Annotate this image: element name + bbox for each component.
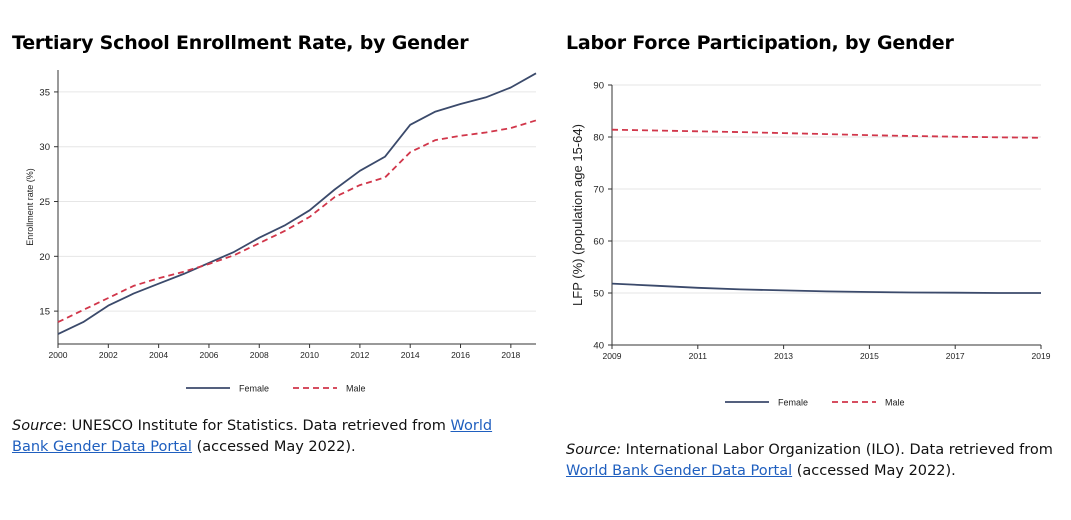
y-tick-label: 40 [593, 341, 604, 352]
y-tick-label: 30 [39, 142, 50, 153]
y-tick-label: 70 [593, 185, 604, 196]
x-tick-label: 2008 [250, 350, 269, 360]
x-tick-label: 2012 [350, 350, 369, 360]
source-text: : UNESCO Institute for Statistics. Data … [62, 418, 451, 434]
x-tick-label: 2009 [603, 351, 622, 361]
lfp-chart-panel: Labor Force Participation, by Gender 40 5… [555, 0, 1071, 520]
x-tick-label: 2002 [99, 350, 118, 360]
y-axis-label: LFP (%) (population age 15-64) [570, 124, 585, 306]
source-text: International Labor Organization (ILO). … [621, 442, 1053, 458]
source-text-end: (accessed May 2022). [191, 439, 356, 455]
legend-label: Female [239, 384, 269, 394]
source-text-end: (accessed May 2022). [792, 463, 956, 479]
legend-label: Male [885, 398, 905, 408]
x-tick-label: 2017 [946, 351, 965, 361]
x-tick-label: 2014 [401, 350, 420, 360]
enrollment-chart-panel: Tertiary School Enrollment Rate, by Gend… [12, 32, 537, 458]
source-link[interactable]: World Bank Gender Data Portal [566, 463, 793, 479]
x-tick-label: 2013 [774, 351, 793, 361]
y-tick-label: 90 [593, 81, 604, 92]
source-note: Source: UNESCO Institute for Statistics.… [12, 416, 532, 458]
enrollment-chart: 15 20 25 30 35 2000 2002 2004 2006 2008 2010 2012 20… [25, 70, 537, 394]
y-axis-label: Enrollment rate (%) [25, 168, 35, 246]
y-tick-label: 60 [593, 237, 604, 248]
legend-label: Male [346, 384, 366, 394]
series-line-female [57, 72, 537, 335]
source-link[interactable]: World Bank Gender Data Portal [12, 418, 493, 455]
chart-title: Labor Force Participation, by Gender [566, 32, 954, 54]
series-line-male [57, 119, 537, 323]
x-tick-label: 2004 [149, 350, 168, 360]
x-tick-label: 2018 [501, 350, 520, 360]
series-line-female [611, 282, 1041, 294]
y-tick-label: 50 [593, 289, 604, 300]
y-tick-label: 20 [39, 252, 50, 263]
source-note: Source: International Labor Organization… [566, 440, 1066, 482]
x-tick-label: 2010 [300, 350, 319, 360]
y-tick-label: 80 [593, 133, 604, 144]
lfp-chart: 40 50 60 70 80 90 2009 2011 2013 2015 2017 2019 LFP … [570, 81, 1051, 408]
chart-title: Tertiary School Enrollment Rate, by Gend… [12, 32, 469, 54]
x-tick-label: 2011 [689, 351, 708, 361]
x-tick-label: 2006 [199, 350, 218, 360]
x-tick-label: 2000 [49, 350, 68, 360]
series-line-male [611, 128, 1042, 139]
y-tick-label: 35 [39, 87, 50, 98]
x-tick-label: 2019 [1032, 351, 1051, 361]
y-tick-label: 25 [39, 197, 50, 208]
source-label: Source: [566, 442, 622, 458]
legend-label: Female [778, 398, 808, 408]
x-tick-label: 2015 [860, 351, 879, 361]
source-label: Source [12, 418, 63, 434]
y-tick-label: 15 [39, 307, 50, 318]
x-tick-label: 2016 [451, 350, 470, 360]
